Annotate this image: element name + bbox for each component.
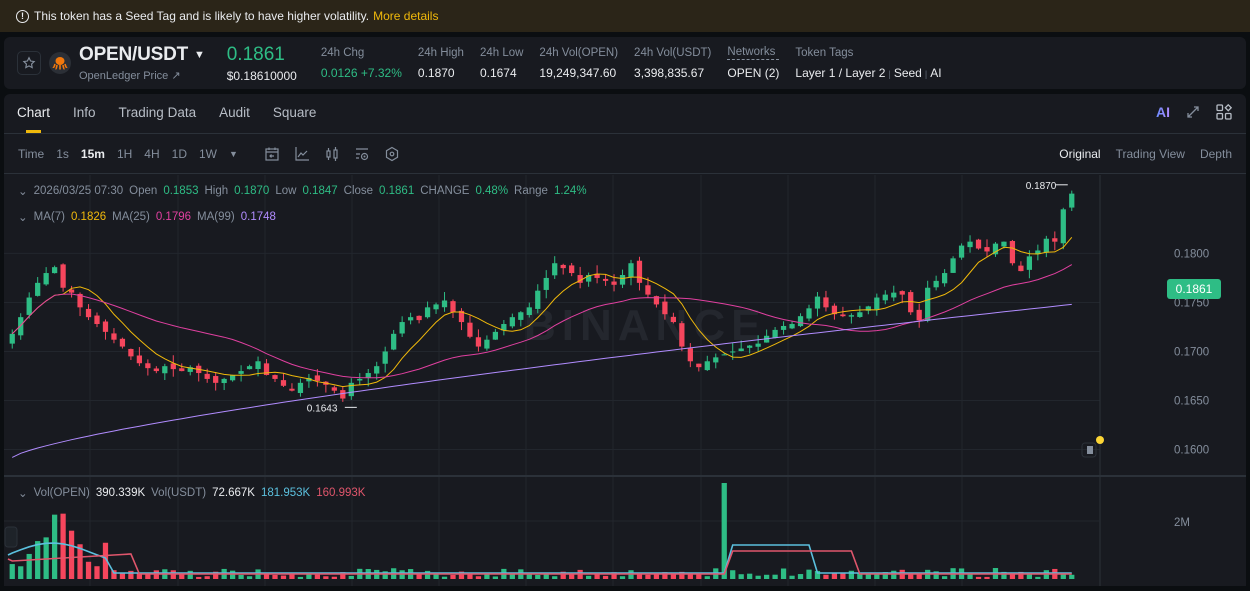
indicator-icon[interactable]	[294, 146, 310, 162]
candlestick-chart[interactable]: 0.1800 0.1750 0.1700 0.1650 0.1600 2M BINANCE 0…	[4, 175, 1246, 586]
tab-square[interactable]: Square	[272, 105, 317, 120]
timeframe-4h[interactable]: 4H	[144, 146, 160, 161]
more-details-link[interactable]: More details	[373, 9, 439, 23]
volume-legend: ⌄ Vol(OPEN) 390.339K Vol(USDT) 72.667K 181…	[18, 487, 366, 500]
layout-grid-icon[interactable]	[1216, 104, 1232, 120]
chevron-down-icon[interactable]: ⌄	[18, 212, 28, 224]
svg-text:2M: 2M	[1174, 517, 1190, 529]
svg-text:0.1650: 0.1650	[1174, 395, 1209, 407]
pair-selector[interactable]: OPEN/USDT ▼	[79, 44, 205, 66]
last-price: 0.1861	[226, 43, 285, 65]
ma-legend: ⌄ MA(7) 0.1826 MA(25) 0.1796 MA(99) 0.1748	[18, 211, 276, 224]
svg-text:0.1700: 0.1700	[1174, 346, 1209, 358]
timeframe-1d[interactable]: 1D	[171, 146, 187, 161]
timeframe-1s[interactable]: 1s	[56, 146, 69, 161]
tab-chart[interactable]: Chart	[17, 105, 50, 133]
chart-panel: Chart Info Trading Data Audit Square AI …	[4, 94, 1246, 586]
chart-settings-icon[interactable]	[354, 146, 370, 162]
tab-trading-data[interactable]: Trading Data	[118, 105, 197, 120]
hexagon-settings-icon[interactable]	[384, 146, 400, 162]
svg-text:0.1800: 0.1800	[1174, 248, 1209, 260]
timeframe-1h[interactable]: 1H	[116, 146, 133, 161]
octopus-icon	[52, 57, 68, 70]
openledger-logo	[49, 52, 71, 74]
timeframe-1w[interactable]: 1W	[198, 146, 217, 161]
ohlc-legend: ⌄ 2026/03/25 07:30 Open 0.1853 High 0.1870…	[18, 185, 587, 198]
tab-info[interactable]: Info	[73, 105, 96, 120]
chevron-down-icon[interactable]: ⌄	[18, 488, 28, 500]
view-original[interactable]: Original	[1059, 146, 1101, 161]
view-trading-view[interactable]: Trading View	[1115, 146, 1185, 161]
chevron-down-icon[interactable]: ⌄	[18, 186, 28, 198]
stat-24h-vol-open: 24h Vol(OPEN) 19,249,347.60	[539, 46, 619, 80]
candle-type-icon[interactable]	[324, 146, 340, 162]
timeframe-15m[interactable]: 15m	[80, 146, 105, 161]
chart-tabs: Chart Info Trading Data Audit Square AI	[4, 94, 1246, 134]
date-range-icon[interactable]	[264, 146, 280, 162]
last-price-usd: $0.18610000	[226, 68, 297, 83]
tag-layer[interactable]: Layer 1 / Layer 2	[795, 65, 886, 80]
svg-text:0.1600: 0.1600	[1174, 445, 1209, 457]
stat-24h-high: 24h High 0.1870	[417, 46, 464, 80]
tag-seed[interactable]: Seed	[893, 65, 922, 80]
svg-text:0.1643: 0.1643	[307, 403, 338, 414]
last-price-tag: 0.1861	[1167, 279, 1221, 299]
expand-icon[interactable]	[1186, 105, 1200, 119]
svg-text:0.1750: 0.1750	[1174, 297, 1209, 309]
ticker-header: OPEN/USDT ▼ OpenLedger Price ↗ 0.1861 $0.…	[4, 37, 1246, 89]
view-depth[interactable]: Depth	[1199, 146, 1232, 161]
stat-24h-vol-usdt: 24h Vol(USDT) 3,398,835.67	[634, 46, 712, 80]
pair-name: OPEN/USDT	[79, 44, 189, 65]
svg-text:BINANCE: BINANCE	[524, 301, 766, 350]
stat-token-tags: Token Tags Layer 1 / Layer 2 | Seed | AI	[795, 46, 942, 80]
timeframe-dropdown-icon[interactable]: ▼	[228, 148, 238, 159]
token-price-link[interactable]: OpenLedger Price ↗	[79, 70, 181, 82]
time-label: Time	[18, 146, 45, 161]
tag-ai[interactable]: AI	[930, 65, 942, 80]
svg-text:0.1870: 0.1870	[1026, 181, 1057, 192]
info-icon: !	[16, 9, 29, 23]
favorite-star-button[interactable]	[17, 51, 41, 75]
stat-networks[interactable]: Networks OPEN (2)	[727, 46, 780, 80]
seed-tag-banner: ! This token has a Seed Tag and is likel…	[0, 0, 1250, 32]
stat-24h-low: 24h Low 0.1674	[479, 46, 524, 80]
caret-down-icon: ▼	[194, 49, 205, 61]
star-icon	[22, 56, 36, 69]
banner-text: This token has a Seed Tag and is likely …	[34, 9, 370, 23]
ai-icon[interactable]: AI	[1156, 104, 1170, 120]
stat-24h-change: 24h Chg 0.0126 +7.32%	[320, 46, 402, 80]
tab-audit[interactable]: Audit	[219, 105, 250, 120]
chart-toolbar: Time 1s 15m 1H 4H 1D 1W ▼ Original Tradi…	[4, 134, 1246, 174]
